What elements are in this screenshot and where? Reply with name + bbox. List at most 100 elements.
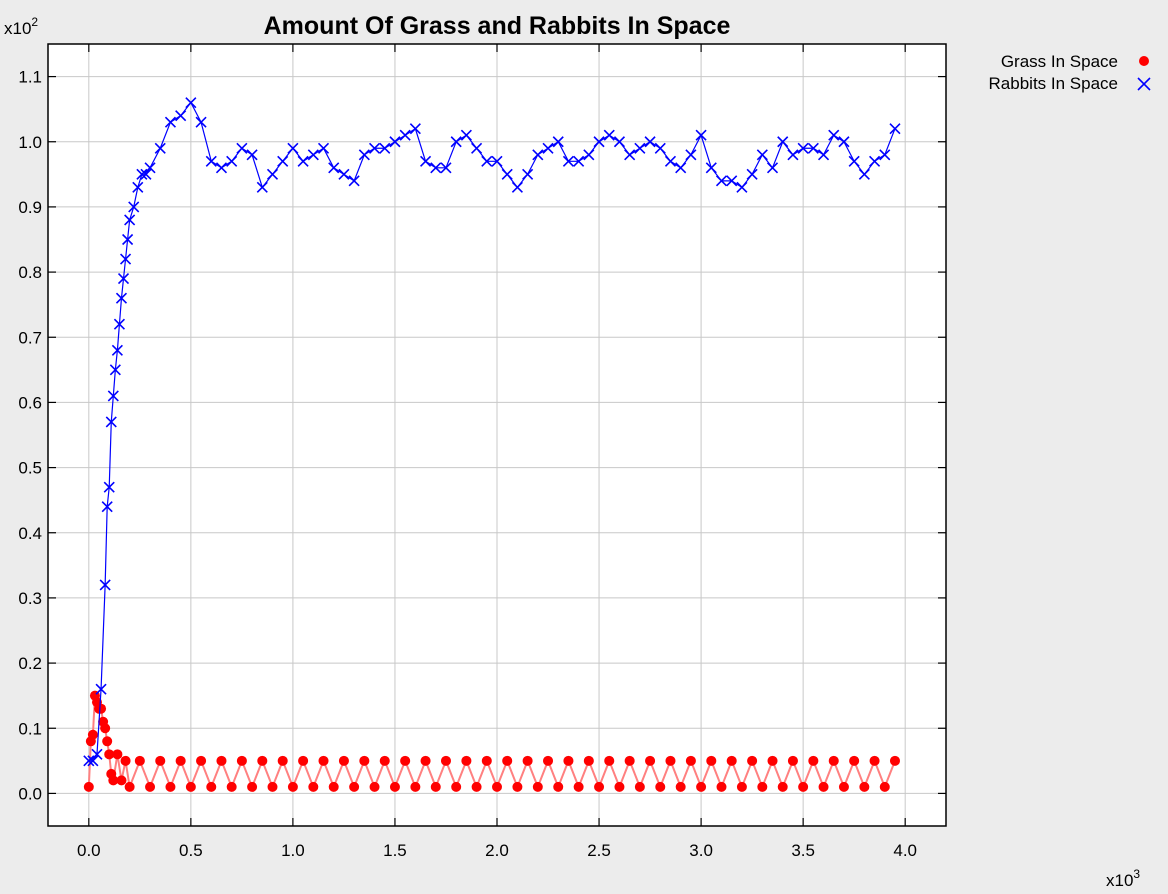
data-point-grass-in-space <box>614 781 625 792</box>
data-point-grass-in-space <box>185 781 196 792</box>
data-point-rabbits-in-space <box>144 162 156 174</box>
data-point-grass-in-space <box>108 775 119 786</box>
data-point-rabbits-in-space <box>195 116 207 128</box>
x-tick-label: 1.0 <box>281 841 305 860</box>
data-point-grass-in-space <box>175 755 186 766</box>
data-point-rabbits-in-space <box>675 162 687 174</box>
data-point-grass-in-space <box>247 781 258 792</box>
data-point-grass-in-space <box>155 755 166 766</box>
x-tick-label: 0.0 <box>77 841 101 860</box>
data-point-rabbits-in-space <box>766 162 779 174</box>
data-point-grass-in-space <box>145 781 156 792</box>
data-point-grass-in-space <box>645 755 656 766</box>
data-point-rabbits-in-space <box>277 155 289 167</box>
x-tick-label: 0.5 <box>179 841 203 860</box>
data-point-grass-in-space <box>828 755 839 766</box>
series-grass-in-space <box>83 690 900 792</box>
data-point-rabbits-in-space <box>858 168 870 180</box>
data-point-grass-in-space <box>492 781 502 792</box>
data-point-rabbits-in-space <box>440 162 452 174</box>
y-tick-label: 0.1 <box>18 719 42 738</box>
data-point-grass-in-space <box>216 755 227 766</box>
x-tick-label: 2.0 <box>485 841 509 860</box>
data-point-rabbits-in-space <box>695 129 707 141</box>
data-point-rabbits-in-space <box>119 253 132 265</box>
data-point-rabbits-in-space <box>664 155 677 167</box>
data-point-rabbits-in-space <box>807 142 819 154</box>
legend: Grass In Space Rabbits In Space <box>989 52 1151 93</box>
y-tick-label: 0.5 <box>18 459 42 478</box>
data-point-grass-in-space <box>665 755 676 766</box>
data-point-rabbits-in-space <box>736 181 748 193</box>
data-point-rabbits-in-space <box>103 481 115 493</box>
data-point-grass-in-space <box>298 755 309 766</box>
series-rabbits-in-space <box>83 97 901 767</box>
data-point-rabbits-in-space <box>817 149 830 161</box>
data-point-rabbits-in-space <box>715 175 728 187</box>
data-point-grass-in-space <box>889 755 900 766</box>
data-point-rabbits-in-space <box>889 123 901 135</box>
data-point-rabbits-in-space <box>409 123 421 135</box>
grid-lines <box>48 44 946 826</box>
data-point-grass-in-space <box>543 755 554 766</box>
data-point-rabbits-in-space <box>420 155 432 167</box>
data-point-rabbits-in-space <box>185 97 197 109</box>
data-point-grass-in-space <box>267 781 278 792</box>
data-point-rabbits-in-space <box>501 168 513 180</box>
axis-ticks: 0.0 0.5 1.0 1.5 2.0 2.5 3.0 3.5 4.0 0.0 0.1 0.2 0.3 0… <box>18 44 946 860</box>
data-point-rabbits-in-space <box>613 136 626 148</box>
data-point-grass-in-space <box>736 781 747 792</box>
data-point-grass-in-space <box>481 755 492 766</box>
legend-marker-grass <box>1139 56 1149 66</box>
data-point-rabbits-in-space <box>358 149 370 161</box>
data-point-grass-in-space <box>706 755 717 766</box>
data-point-grass-in-space <box>879 781 890 792</box>
data-point-rabbits-in-space <box>756 149 768 161</box>
data-point-rabbits-in-space <box>562 155 574 167</box>
data-point-rabbits-in-space <box>136 168 148 180</box>
data-point-grass-in-space <box>563 755 574 766</box>
data-point-grass-in-space <box>102 736 113 747</box>
data-point-grass-in-space <box>604 755 615 766</box>
data-point-grass-in-space <box>532 781 543 792</box>
data-point-rabbits-in-space <box>91 748 103 760</box>
y-tick-label: 0.4 <box>18 524 42 543</box>
data-point-rabbits-in-space <box>317 142 330 154</box>
data-point-grass-in-space <box>87 729 98 740</box>
data-point-rabbits-in-space <box>634 142 646 154</box>
data-point-rabbits-in-space <box>848 155 860 167</box>
data-point-grass-in-space <box>522 755 533 766</box>
y-tick-label: 1.0 <box>18 133 42 152</box>
data-point-rabbits-in-space <box>654 142 666 154</box>
data-point-grass-in-space <box>849 755 860 766</box>
data-point-rabbits-in-space <box>430 162 442 174</box>
y-tick-label: 0.2 <box>18 654 42 673</box>
data-point-rabbits-in-space <box>542 142 554 154</box>
data-point-grass-in-space <box>400 755 411 766</box>
x-tick-label: 2.5 <box>587 841 611 860</box>
data-point-rabbits-in-space <box>379 142 391 154</box>
data-point-grass-in-space <box>206 781 217 792</box>
data-point-rabbits-in-space <box>297 155 309 167</box>
data-point-grass-in-space <box>277 755 288 766</box>
data-point-grass-in-space <box>328 781 339 792</box>
legend-marker-rabbits <box>1137 77 1151 91</box>
y-tick-label: 0.9 <box>18 198 42 217</box>
y-tick-label: 0.0 <box>18 784 42 803</box>
data-point-rabbits-in-space <box>450 136 462 148</box>
data-point-grass-in-space <box>338 755 349 766</box>
data-point-rabbits-in-space <box>389 136 401 148</box>
data-point-rabbits-in-space <box>491 155 503 167</box>
y-tick-label: 0.8 <box>18 263 42 282</box>
data-point-rabbits-in-space <box>368 142 381 154</box>
data-point-rabbits-in-space <box>685 149 697 161</box>
data-point-grass-in-space <box>236 755 247 766</box>
data-point-grass-in-space <box>116 775 127 786</box>
data-point-grass-in-space <box>318 755 329 766</box>
data-point-rabbits-in-space <box>777 136 789 148</box>
data-point-grass-in-space <box>859 781 870 792</box>
data-point-rabbits-in-space <box>511 181 523 193</box>
data-point-grass-in-space <box>696 781 707 792</box>
data-point-grass-in-space <box>502 755 513 766</box>
